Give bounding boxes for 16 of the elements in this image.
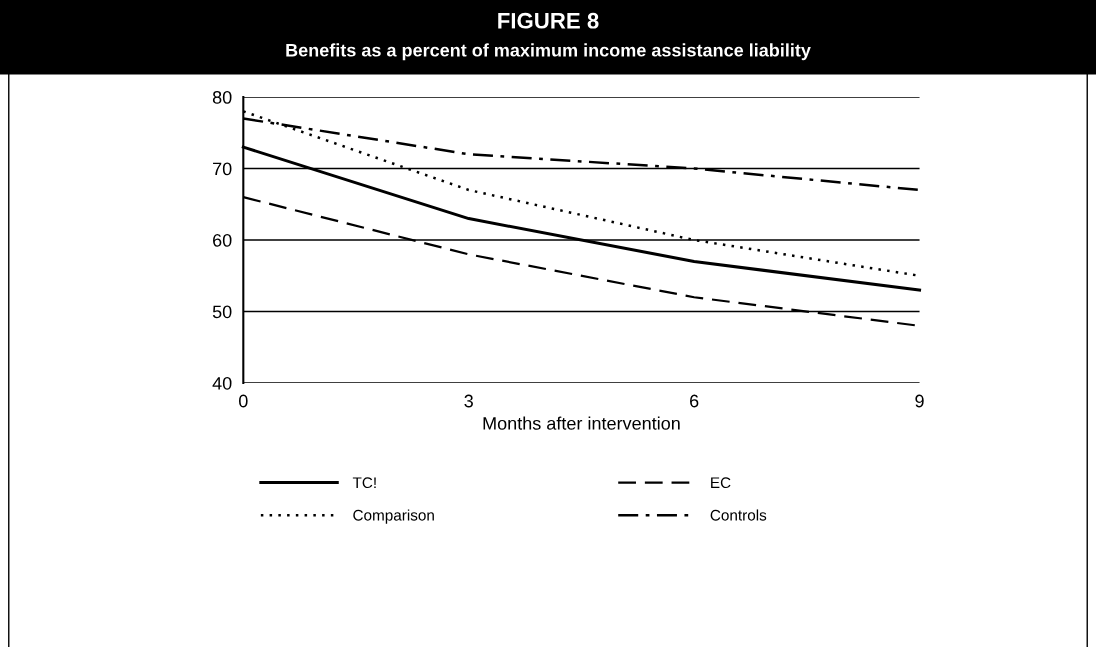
x-tick-label: 6 <box>690 394 699 408</box>
y-tick-label: 70 <box>213 162 232 176</box>
legend-label: Controls <box>710 509 767 521</box>
legend-label: Comparison <box>353 509 434 524</box>
y-tick-label: 40 <box>212 376 232 390</box>
legend-label: EC <box>711 477 731 489</box>
y-tick-label: 80 <box>212 90 232 104</box>
x-tick-label: 3 <box>464 394 473 408</box>
y-tick-label: 50 <box>212 305 232 319</box>
chart-title: FIGURE 8 <box>498 12 599 29</box>
y-tick-label: 60 <box>213 233 232 247</box>
chart-subtitle: Benefits as a percent of maximum income assistance liability <box>286 43 811 61</box>
x-tick-label: 9 <box>915 394 924 408</box>
x-tick-label: 0 <box>239 394 248 408</box>
legend-label: TC! <box>352 477 376 489</box>
x-axis-title: Months after intervention <box>483 416 680 430</box>
